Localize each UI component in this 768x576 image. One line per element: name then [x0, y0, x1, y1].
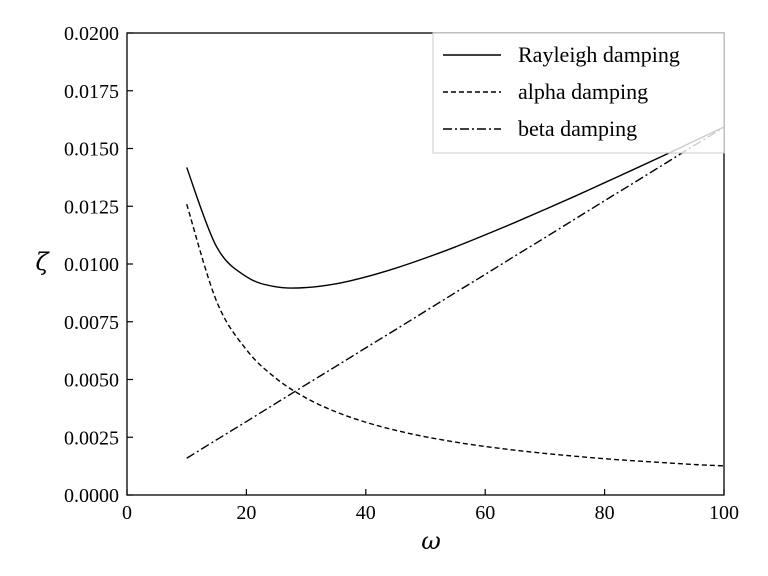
y-axis-title: ζ — [35, 248, 50, 276]
series-line-2 — [186, 126, 724, 459]
y-tick-label: 0.0150 — [64, 139, 119, 161]
y-tick-label: 0.0175 — [64, 81, 119, 103]
y-tick-label: 0.0075 — [64, 312, 119, 334]
x-tick-label: 20 — [236, 502, 256, 524]
y-tick-label: 0.0000 — [64, 485, 119, 507]
x-tick-label: 60 — [475, 502, 495, 524]
y-tick-label: 0.0025 — [64, 427, 119, 449]
legend-label-2: beta damping — [518, 116, 637, 141]
axis-ticks: 0 20 40 60 80 100 0.0000 0.0025 0.0050 0.0075 0.01… — [64, 23, 739, 524]
series-line-1 — [186, 203, 724, 467]
x-axis-title: ω — [421, 527, 441, 555]
y-tick-label: 0.0125 — [64, 196, 119, 218]
x-tick-label: 40 — [356, 502, 376, 524]
legend-label-0: Rayleigh damping — [518, 42, 680, 67]
y-tick-label: 0.0050 — [64, 370, 119, 392]
y-tick-label: 0.0100 — [64, 254, 119, 276]
series-line-0 — [186, 126, 724, 289]
legend: Rayleigh damping alpha damping beta dampin… — [432, 32, 725, 154]
x-tick-label: 100 — [709, 502, 739, 524]
x-tick-label: 80 — [595, 502, 615, 524]
y-tick-label: 0.0200 — [64, 23, 119, 45]
legend-label-1: alpha damping — [518, 79, 648, 104]
plot-lines — [186, 126, 724, 467]
legend-box — [432, 32, 725, 154]
x-tick-label: 0 — [122, 502, 132, 524]
